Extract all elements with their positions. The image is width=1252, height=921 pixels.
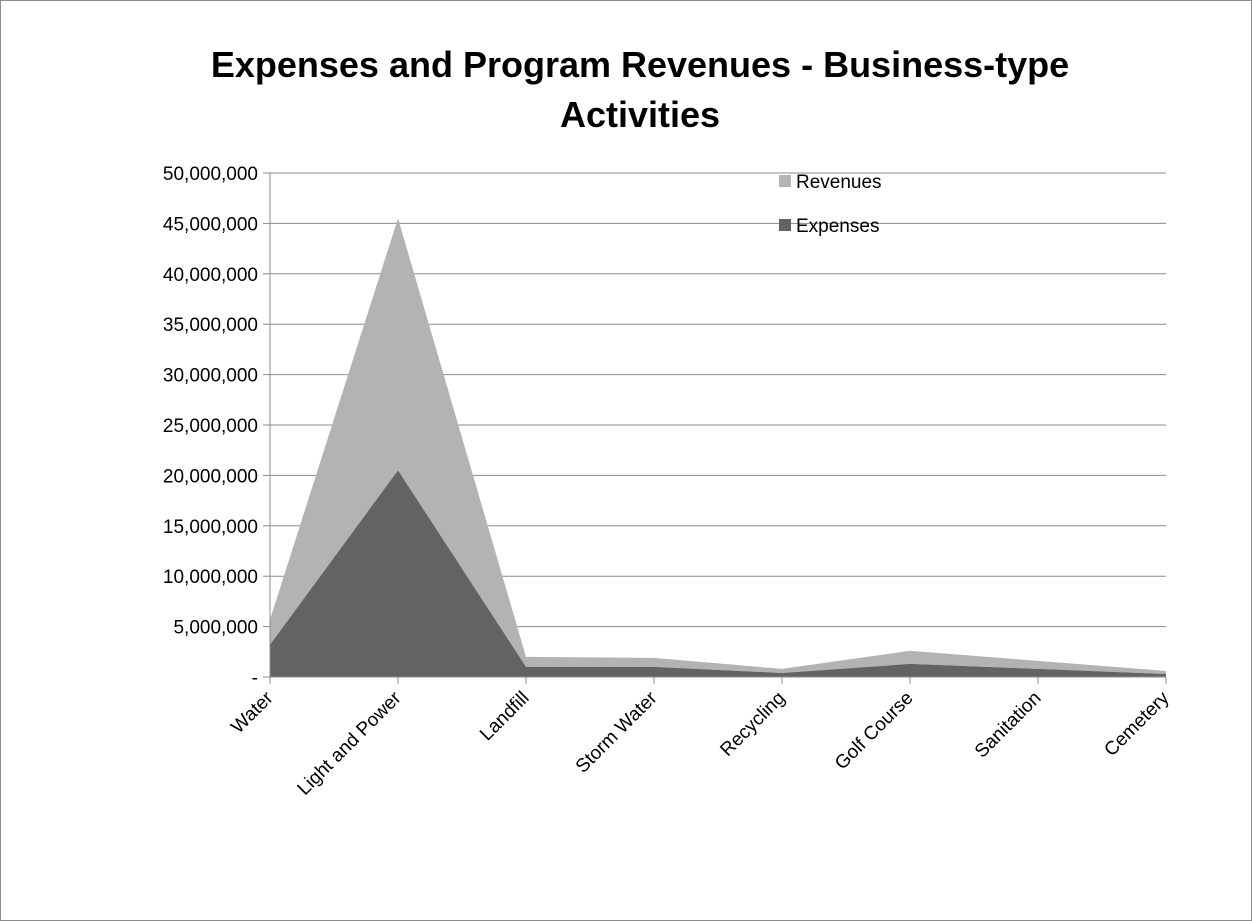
y-tick-label: 45,000,000 [163, 214, 258, 235]
x-tick-label: Light and Power [294, 687, 406, 799]
legend: Revenues Expenses [779, 172, 882, 237]
legend-swatch-revenues [779, 175, 791, 187]
y-tick-label: 5,000,000 [173, 618, 258, 639]
y-tick-label: 15,000,000 [163, 517, 258, 538]
y-tick-label: 10,000,000 [163, 567, 258, 588]
axes [263, 172, 1167, 684]
y-tick-label: 40,000,000 [163, 265, 258, 286]
legend-swatch-expenses [779, 219, 791, 231]
y-tick-label: 30,000,000 [163, 366, 258, 387]
y-tick-label: 35,000,000 [163, 315, 258, 336]
x-tick-label: Landfill [476, 688, 533, 745]
legend-label-revenues: Revenues [796, 172, 882, 193]
x-tick-label: Storm Water [572, 687, 662, 777]
plot-areas [270, 218, 1166, 677]
legend-label-expenses: Expenses [796, 216, 879, 237]
x-tick-label: Sanitation [971, 688, 1046, 763]
y-tick-label: 25,000,000 [163, 416, 258, 437]
x-tick-label: Recycling [716, 688, 789, 761]
area-expenses [270, 470, 1166, 677]
y-tick-label: 20,000,000 [163, 466, 258, 487]
y-tick-labels: - 5,000,000 10,000,000 15,000,000 20,000,000… [163, 164, 258, 689]
x-tick-label: Water [227, 687, 278, 738]
y-tick-label: 50,000,000 [163, 164, 258, 185]
x-tick-label: Golf Course [831, 688, 918, 775]
chart-title: Expenses and Program Revenues - Business… [210, 44, 1070, 135]
y-tick-label: - [252, 668, 258, 689]
x-tick-labels: Water Light and Power Landfill Storm Water R… [227, 687, 1174, 799]
area-revenues [270, 218, 1166, 674]
x-tick-label: Cemetery [1100, 687, 1173, 760]
